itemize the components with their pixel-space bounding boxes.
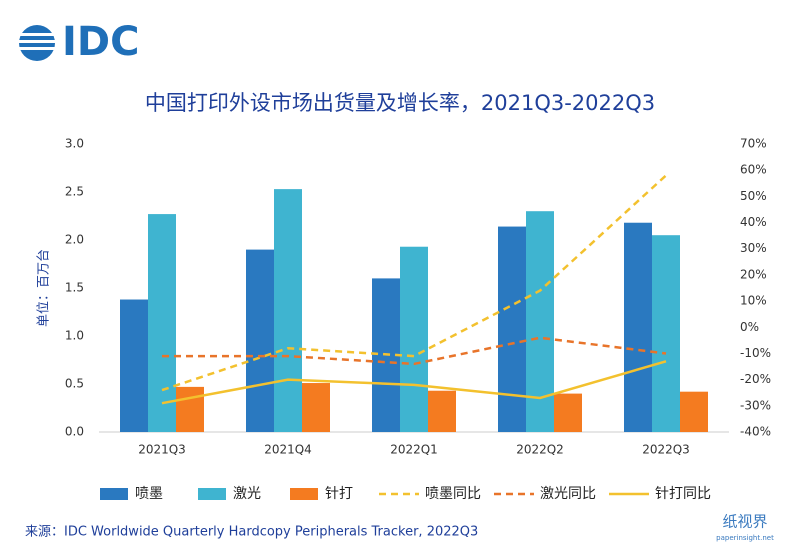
bar <box>302 383 330 432</box>
y-tick-label: 1.0 <box>65 329 84 343</box>
logo-mark <box>17 25 57 61</box>
legend-label: 针打同比 <box>655 485 711 502</box>
line <box>162 336 667 366</box>
y2-tick-label: -10% <box>740 346 771 360</box>
bar <box>498 226 526 432</box>
y2-tick-label: 50% <box>740 189 767 203</box>
legend-swatch <box>290 488 318 500</box>
y2-tick-label: 40% <box>740 215 767 229</box>
bar <box>148 214 176 432</box>
y-tick-label: 2.5 <box>65 185 84 199</box>
legend-label: 针打 <box>325 485 353 502</box>
logo: IDC <box>62 19 139 65</box>
bar <box>274 189 302 432</box>
bar <box>624 222 652 432</box>
legend-swatch <box>100 488 128 500</box>
y-tick-label: 1.5 <box>65 281 84 295</box>
source: 来源：IDC Worldwide Quarterly Hardcopy Peri… <box>25 525 478 540</box>
chart-title: 中国打印外设市场出货量及增长率，2021Q3-2022Q3 <box>145 91 655 115</box>
x-tick-label: 2021Q4 <box>264 443 312 457</box>
y-tick-label: 3.0 <box>65 137 84 151</box>
y2-tick-label: -30% <box>740 398 771 412</box>
watermark-name: 纸视界 <box>722 513 767 531</box>
y2-tick-label: 10% <box>740 294 767 308</box>
y-axis-label: 单位：百万台 <box>37 249 52 327</box>
y2-tick-label: -40% <box>740 425 771 439</box>
bar <box>680 391 708 432</box>
legend-label: 激光 <box>233 485 261 502</box>
x-tick-label: 2022Q1 <box>390 443 438 457</box>
y2-tick-label: 60% <box>740 163 767 177</box>
y-tick-label: 0.5 <box>65 377 84 391</box>
bar <box>400 246 428 432</box>
bar <box>120 299 148 432</box>
legend-label: 喷墨同比 <box>425 486 481 502</box>
x-tick-label: 2022Q2 <box>516 443 564 457</box>
x-tick-label: 2022Q3 <box>642 443 690 457</box>
bar <box>176 386 204 432</box>
y2-tick-label: 0% <box>740 320 759 334</box>
bar <box>428 390 456 432</box>
y2-tick-label: 70% <box>740 137 767 151</box>
line <box>161 174 667 392</box>
y2-tick-label: 20% <box>740 267 767 281</box>
y2-tick-label: 30% <box>740 241 767 255</box>
legend-label: 喷墨 <box>135 486 163 502</box>
y2-tick-label: -20% <box>740 372 771 386</box>
bar <box>554 393 582 432</box>
legend-label: 激光同比 <box>540 485 596 502</box>
legend-swatch <box>198 488 226 500</box>
bar <box>246 249 274 432</box>
y-tick-label: 0.0 <box>65 425 84 439</box>
x-tick-label: 2021Q3 <box>138 443 186 457</box>
bar <box>652 235 680 432</box>
y-tick-label: 2.0 <box>65 233 84 247</box>
watermark-url: paperinsight.net <box>716 534 774 542</box>
line <box>161 360 667 405</box>
